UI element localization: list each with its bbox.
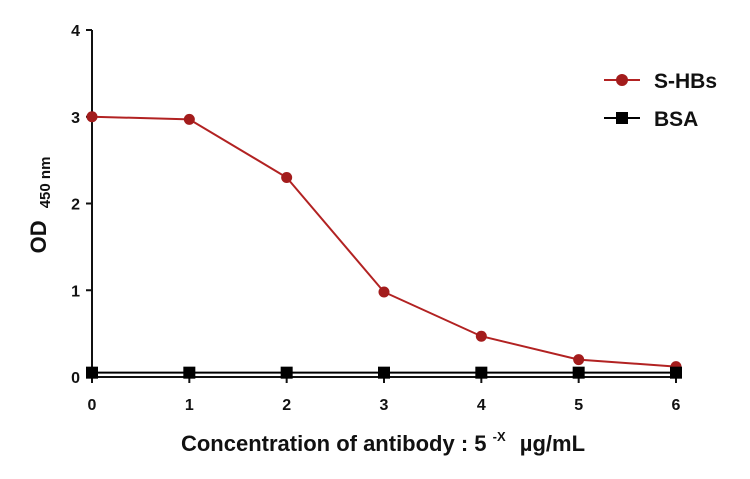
y-tick-label: 1	[71, 283, 80, 300]
legend-item-s-hbs: S-HBs	[604, 70, 717, 93]
x-axis-ticks: 0 1 2 3 4 5 6	[88, 377, 681, 414]
data-point-bsa	[475, 366, 488, 379]
x-axis-title-prefix: Concentration of antibody : 5	[181, 431, 487, 456]
x-tick-label: 6	[672, 397, 681, 414]
data-point-s-hbs	[86, 111, 98, 123]
x-tick-label: 4	[477, 397, 486, 414]
x-tick-label: 5	[574, 397, 583, 414]
series-line-s-hbs	[91, 115, 677, 368]
data-point-s-hbs	[183, 113, 195, 125]
legend: S-HBs BSA	[604, 70, 717, 131]
legend-marker-s-hbs	[616, 74, 628, 86]
y-tick-label: 0	[71, 370, 80, 387]
series-s-hbs	[86, 111, 682, 373]
data-point-bsa	[378, 366, 390, 379]
x-tick-label: 1	[185, 397, 194, 414]
legend-item-bsa: BSA	[604, 108, 698, 131]
series-layer	[86, 111, 682, 379]
legend-label-s-hbs: S-HBs	[654, 70, 717, 93]
y-tick-label: 2	[71, 197, 80, 214]
series-bsa	[86, 366, 682, 379]
data-point-s-hbs	[573, 354, 585, 366]
y-axis-ticks: 0 1 2 3 4	[71, 23, 92, 387]
y-tick-label: 3	[71, 110, 80, 127]
data-point-s-hbs	[281, 171, 293, 183]
data-point-s-hbs	[378, 286, 390, 298]
y-axis-title: OD 450 nm	[26, 157, 54, 254]
legend-marker-bsa	[616, 112, 628, 124]
y-axis-title-subscript: 450 nm	[37, 157, 54, 209]
legend-label-bsa: BSA	[654, 108, 698, 131]
plot-area: 0 1 2 3 4 0 1 2 3 4 5 6	[71, 23, 682, 414]
x-tick-label: 3	[380, 397, 389, 414]
data-point-s-hbs	[475, 330, 487, 342]
data-point-bsa	[670, 366, 682, 379]
data-point-bsa	[280, 366, 293, 379]
x-tick-label: 0	[88, 397, 97, 414]
x-tick-label: 2	[282, 397, 291, 414]
x-axis-title-superscript: -X	[493, 429, 506, 444]
data-point-bsa	[183, 366, 196, 379]
y-tick-label: 4	[71, 23, 80, 40]
data-point-bsa	[572, 366, 585, 379]
x-axis-title: Concentration of antibody : 5 -X µg/mL	[181, 421, 585, 456]
y-axis-title-main: OD	[26, 220, 51, 253]
data-point-bsa	[86, 366, 98, 379]
x-axis-title-unit: µg/mL	[520, 431, 585, 456]
